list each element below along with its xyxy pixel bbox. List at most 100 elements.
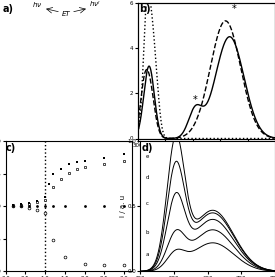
Circle shape [125,253,132,261]
Circle shape [168,190,175,198]
Circle shape [100,272,107,277]
Circle shape [16,272,24,277]
Text: b): b) [139,4,150,14]
Text: *: * [193,94,198,104]
Circle shape [0,255,5,263]
Circle shape [108,272,114,277]
Circle shape [160,228,166,235]
Circle shape [177,185,182,191]
Circle shape [169,188,174,193]
Circle shape [104,274,109,277]
Circle shape [1,255,7,261]
Circle shape [88,273,93,277]
Circle shape [172,183,177,189]
Circle shape [85,270,92,277]
Circle shape [127,262,133,268]
Circle shape [128,258,135,266]
Circle shape [123,255,128,261]
Circle shape [154,233,159,238]
Circle shape [25,272,31,277]
Text: $h\nu'$: $h\nu'$ [89,0,101,9]
Circle shape [7,258,14,266]
Circle shape [108,267,114,273]
Text: a): a) [3,4,14,14]
Circle shape [144,243,150,248]
Text: c): c) [6,143,16,153]
Circle shape [37,272,44,277]
Circle shape [150,224,157,232]
Circle shape [38,276,43,277]
Circle shape [142,239,148,247]
Circle shape [119,255,126,263]
Circle shape [178,187,185,194]
Circle shape [170,208,177,216]
Circle shape [23,263,30,271]
Circle shape [26,269,33,276]
Circle shape [0,260,4,265]
Circle shape [156,229,159,234]
Circle shape [62,274,67,277]
Circle shape [156,222,163,230]
Circle shape [6,262,12,268]
Circle shape [151,229,156,234]
Y-axis label: I / a. u: I / a. u [120,195,126,217]
Circle shape [43,270,50,277]
Circle shape [165,213,170,219]
Circle shape [158,226,164,232]
Circle shape [104,265,109,271]
Text: c: c [145,201,148,206]
Circle shape [169,206,175,212]
Circle shape [100,265,107,273]
Circle shape [4,264,11,271]
Text: d): d) [142,143,153,153]
Circle shape [136,248,143,256]
Circle shape [150,231,157,238]
Circle shape [4,253,11,261]
Circle shape [4,260,7,264]
Circle shape [106,271,109,275]
Circle shape [123,264,128,270]
Circle shape [161,211,168,219]
Circle shape [145,245,152,252]
Circle shape [144,248,150,254]
Circle shape [46,273,51,277]
Circle shape [125,260,128,264]
Circle shape [139,250,145,256]
Circle shape [23,274,30,277]
Circle shape [20,274,26,277]
Circle shape [1,264,7,270]
Circle shape [58,274,65,277]
Circle shape [109,269,116,276]
Circle shape [0,262,5,270]
Circle shape [167,203,174,210]
Text: a: a [145,252,149,257]
Circle shape [89,275,96,277]
Circle shape [174,188,178,193]
Text: *: * [231,4,236,14]
Circle shape [165,205,170,210]
Text: d: d [145,175,149,180]
Text: $h\nu$: $h\nu$ [32,0,42,9]
Circle shape [46,275,54,277]
Circle shape [142,250,148,258]
Circle shape [41,272,46,277]
Text: ET: ET [62,11,70,17]
Circle shape [106,274,113,277]
Circle shape [80,276,86,277]
Circle shape [167,214,174,221]
Circle shape [136,245,142,251]
Text: e: e [145,154,149,159]
Circle shape [18,270,23,275]
X-axis label: λ / nm: λ / nm [195,149,217,155]
Circle shape [6,257,12,263]
Circle shape [142,246,145,250]
Circle shape [127,257,133,263]
Circle shape [120,260,125,265]
Circle shape [16,265,24,273]
Circle shape [79,272,86,277]
Circle shape [158,231,164,237]
Circle shape [136,241,143,249]
Circle shape [156,233,163,241]
Text: b: b [145,230,149,235]
Circle shape [174,192,181,200]
